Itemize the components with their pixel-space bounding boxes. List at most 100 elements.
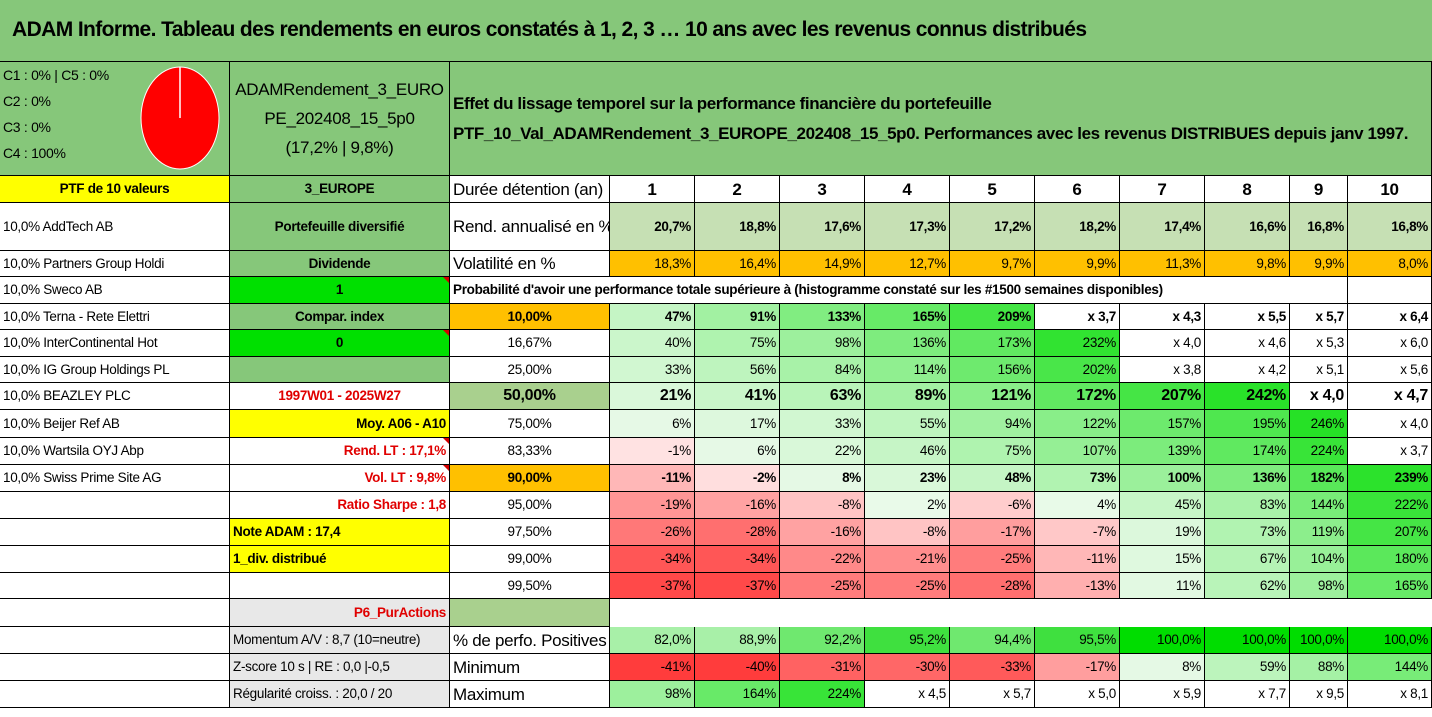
- prob-level[interactable]: 50,00%: [450, 383, 610, 410]
- dividend-value[interactable]: 1: [230, 277, 450, 304]
- prob-value[interactable]: -6%: [950, 492, 1035, 519]
- prob-value[interactable]: 195%: [1205, 410, 1290, 438]
- year-header[interactable]: 8: [1205, 176, 1290, 203]
- prob-level[interactable]: 90,00%: [450, 465, 610, 492]
- pos-value[interactable]: 100,0%: [1348, 627, 1432, 654]
- prob-value[interactable]: 222%: [1348, 492, 1432, 519]
- min-value[interactable]: -33%: [950, 654, 1035, 681]
- empty-cell[interactable]: [0, 654, 230, 681]
- vol-value[interactable]: 8,0%: [1348, 251, 1432, 277]
- pos-value[interactable]: 88,9%: [695, 627, 780, 654]
- prob-value[interactable]: 15%: [1120, 546, 1205, 573]
- max-value[interactable]: x 5,7: [950, 681, 1035, 708]
- prob-value[interactable]: -28%: [695, 519, 780, 546]
- years-label[interactable]: Durée détention (an): [450, 176, 610, 203]
- prob-value[interactable]: 73%: [1035, 465, 1120, 492]
- min-value[interactable]: 88%: [1290, 654, 1348, 681]
- prob-value[interactable]: -21%: [865, 546, 950, 573]
- prob-value[interactable]: -28%: [950, 573, 1035, 599]
- prob-level[interactable]: 99,50%: [450, 573, 610, 599]
- max-value[interactable]: x 8,1: [1348, 681, 1432, 708]
- zone-label[interactable]: 3_EUROPE: [230, 176, 450, 203]
- prob-value[interactable]: 98%: [780, 330, 865, 357]
- prob-value[interactable]: 182%: [1290, 465, 1348, 492]
- dividend-label[interactable]: Dividende: [230, 251, 450, 277]
- empty-cell[interactable]: [0, 546, 230, 573]
- prob-value[interactable]: -8%: [780, 492, 865, 519]
- zscore-label[interactable]: Z-score 10 s | RE : 0,0 |-0,5: [230, 654, 450, 681]
- prob-value[interactable]: 40%: [610, 330, 695, 357]
- rend-label[interactable]: Rend. annualisé en %: [450, 203, 610, 251]
- prob-value[interactable]: 114%: [865, 357, 950, 383]
- prob-value[interactable]: 83%: [1205, 492, 1290, 519]
- pos-value[interactable]: 100,0%: [1205, 627, 1290, 654]
- min-value[interactable]: -40%: [695, 654, 780, 681]
- prob-value[interactable]: 239%: [1348, 465, 1432, 492]
- regularite-label[interactable]: Régularité croiss. : 20,0 / 20: [230, 681, 450, 708]
- prob-value[interactable]: 62%: [1205, 573, 1290, 599]
- prob-value[interactable]: 56%: [695, 357, 780, 383]
- pos-value[interactable]: 95,2%: [865, 627, 950, 654]
- prob-value[interactable]: 232%: [1035, 330, 1120, 357]
- prob-value[interactable]: x 5,6: [1348, 357, 1432, 383]
- prob-value[interactable]: 94%: [950, 410, 1035, 438]
- rend-value[interactable]: 17,6%: [780, 203, 865, 251]
- empty-cell[interactable]: [0, 492, 230, 519]
- min-value[interactable]: -30%: [865, 654, 950, 681]
- fund-name-box[interactable]: ADAMRendement_3_EURO PE_202408_15_5p0 (17,…: [230, 62, 450, 176]
- max-value[interactable]: x 4,5: [865, 681, 950, 708]
- holding-item[interactable]: 10,0% Terna - Rete Elettri: [0, 304, 230, 330]
- empty-cell[interactable]: [0, 599, 230, 627]
- pos-label[interactable]: % de perfo. Positives: [450, 627, 610, 654]
- prob-value[interactable]: -1%: [610, 438, 695, 465]
- year-header[interactable]: 7: [1120, 176, 1205, 203]
- prob-value[interactable]: 41%: [695, 383, 780, 410]
- prob-value[interactable]: x 4,0: [1120, 330, 1205, 357]
- vol-value[interactable]: 9,9%: [1035, 251, 1120, 277]
- prob-value[interactable]: x 3,8: [1120, 357, 1205, 383]
- prob-value[interactable]: -34%: [695, 546, 780, 573]
- max-label[interactable]: Maximum: [450, 681, 610, 708]
- year-header[interactable]: 6: [1035, 176, 1120, 203]
- prob-level[interactable]: 16,67%: [450, 330, 610, 357]
- pos-value[interactable]: 95,5%: [1035, 627, 1120, 654]
- prob-value[interactable]: x 6,4: [1348, 304, 1432, 330]
- vol-value[interactable]: 16,4%: [695, 251, 780, 277]
- prob-value[interactable]: 165%: [1348, 573, 1432, 599]
- prob-value[interactable]: x 4,6: [1205, 330, 1290, 357]
- prob-value[interactable]: 22%: [780, 438, 865, 465]
- prob-level[interactable]: 25,00%: [450, 357, 610, 383]
- prob-value[interactable]: 156%: [950, 357, 1035, 383]
- div-label[interactable]: 1_div. distribué: [230, 546, 450, 573]
- holding-item[interactable]: 10,0% BEAZLEY PLC: [0, 383, 230, 410]
- pos-value[interactable]: 100,0%: [1120, 627, 1205, 654]
- rend-value[interactable]: 16,8%: [1348, 203, 1432, 251]
- rend-value[interactable]: 18,2%: [1035, 203, 1120, 251]
- prob-value[interactable]: 48%: [950, 465, 1035, 492]
- holding-item[interactable]: 10,0% Sweco AB: [0, 277, 230, 304]
- empty-cell[interactable]: [1348, 277, 1432, 304]
- prob-value[interactable]: 75%: [695, 330, 780, 357]
- vol-value[interactable]: 9,8%: [1205, 251, 1290, 277]
- prob-value[interactable]: 17%: [695, 410, 780, 438]
- rend-value[interactable]: 17,4%: [1120, 203, 1205, 251]
- vol-lt-label[interactable]: Vol. LT : 9,8%: [230, 465, 450, 492]
- pos-value[interactable]: 92,2%: [780, 627, 865, 654]
- prob-value[interactable]: -22%: [780, 546, 865, 573]
- prob-value[interactable]: 63%: [780, 383, 865, 410]
- prob-value[interactable]: 180%: [1348, 546, 1432, 573]
- max-value[interactable]: 224%: [780, 681, 865, 708]
- prob-value[interactable]: 89%: [865, 383, 950, 410]
- compar-label[interactable]: Compar. index: [230, 304, 450, 330]
- prob-value[interactable]: x 5,5: [1205, 304, 1290, 330]
- prob-value[interactable]: 6%: [695, 438, 780, 465]
- ptf-label[interactable]: PTF de 10 valeurs: [0, 176, 230, 203]
- prob-value[interactable]: 136%: [865, 330, 950, 357]
- p6-label[interactable]: P6_PurActions: [230, 599, 450, 627]
- prob-value[interactable]: x 4,7: [1348, 383, 1432, 410]
- prob-value[interactable]: 174%: [1205, 438, 1290, 465]
- vol-value[interactable]: 9,7%: [950, 251, 1035, 277]
- prob-value[interactable]: 84%: [780, 357, 865, 383]
- prob-level[interactable]: 10,00%: [450, 304, 610, 330]
- prob-value[interactable]: 246%: [1290, 410, 1348, 438]
